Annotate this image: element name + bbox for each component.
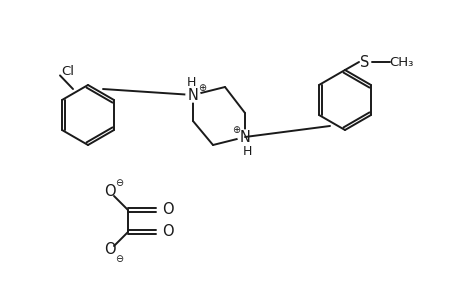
Text: ⊕: ⊕ bbox=[231, 125, 240, 135]
Text: H: H bbox=[242, 145, 251, 158]
Text: O: O bbox=[104, 184, 116, 200]
Circle shape bbox=[237, 130, 252, 144]
Circle shape bbox=[185, 88, 200, 102]
Text: CH₃: CH₃ bbox=[388, 56, 412, 68]
Text: Cl: Cl bbox=[62, 65, 74, 78]
Text: N: N bbox=[187, 88, 198, 103]
Text: O: O bbox=[162, 224, 174, 239]
Text: S: S bbox=[359, 55, 369, 70]
Text: O: O bbox=[162, 202, 174, 217]
Text: O: O bbox=[104, 242, 116, 257]
Text: ⊖: ⊖ bbox=[115, 178, 123, 188]
Text: H: H bbox=[186, 76, 195, 88]
Text: ⊕: ⊕ bbox=[197, 83, 206, 93]
Text: ⊖: ⊖ bbox=[115, 254, 123, 264]
Text: N: N bbox=[239, 130, 250, 145]
